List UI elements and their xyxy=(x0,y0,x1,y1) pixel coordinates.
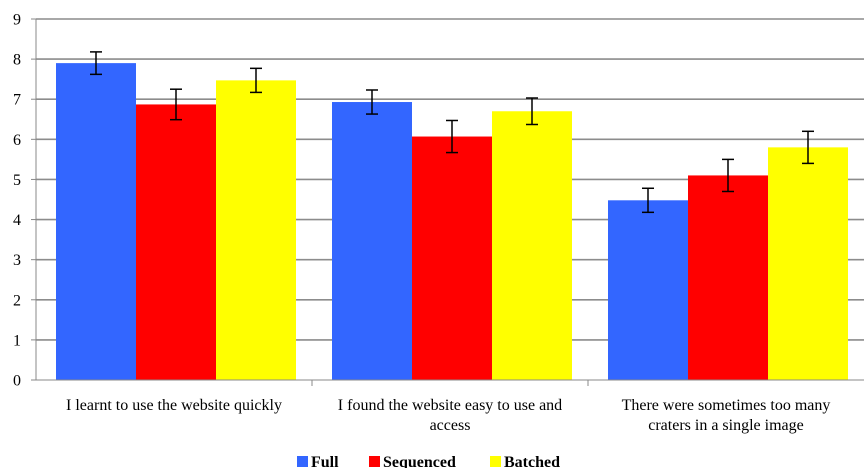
bar-batched xyxy=(768,147,848,380)
bar-full xyxy=(608,200,688,380)
bar-sequenced xyxy=(412,136,492,380)
y-tick-label: 5 xyxy=(13,172,21,189)
y-tick-label: 7 xyxy=(13,92,21,109)
bar-sequenced xyxy=(688,175,768,380)
x-category-label: I found the website easy to use and xyxy=(338,397,562,414)
legend-swatch-sequenced xyxy=(369,456,380,467)
y-tick-label: 9 xyxy=(13,12,21,29)
y-tick-label: 4 xyxy=(13,212,21,229)
x-category-label: access xyxy=(430,417,471,434)
y-axis-ticks: 0 1 2 3 4 5 6 7 8 9 xyxy=(13,12,36,390)
legend-swatch-batched xyxy=(490,456,501,467)
legend-label-sequenced: Sequenced xyxy=(383,454,456,468)
bar-full xyxy=(332,102,412,380)
bar-batched xyxy=(216,80,296,381)
bars-group xyxy=(56,63,848,381)
x-category-label: There were sometimes too many xyxy=(622,397,831,414)
bar-batched xyxy=(492,111,572,380)
bar-sequenced xyxy=(136,104,216,380)
y-tick-label: 2 xyxy=(13,292,21,309)
error-bars-group xyxy=(90,51,814,214)
axes xyxy=(35,19,864,386)
y-tick-label: 6 xyxy=(13,132,21,149)
legend-swatch-full xyxy=(297,456,308,467)
x-category-label: craters in a single image xyxy=(648,417,804,434)
y-tick-label: 3 xyxy=(13,252,21,269)
legend-label-full: Full xyxy=(311,454,339,468)
x-category-label: I learnt to use the website quickly xyxy=(66,397,282,414)
legend-label-batched: Batched xyxy=(504,454,560,468)
legend: Full Sequenced Batched xyxy=(297,454,560,468)
x-axis-labels: I learnt to use the website quickly I fou… xyxy=(66,397,830,434)
y-tick-label: 0 xyxy=(13,373,21,390)
bar-full xyxy=(56,63,136,380)
y-tick-label: 8 xyxy=(13,52,21,69)
y-tick-label: 1 xyxy=(13,332,21,349)
